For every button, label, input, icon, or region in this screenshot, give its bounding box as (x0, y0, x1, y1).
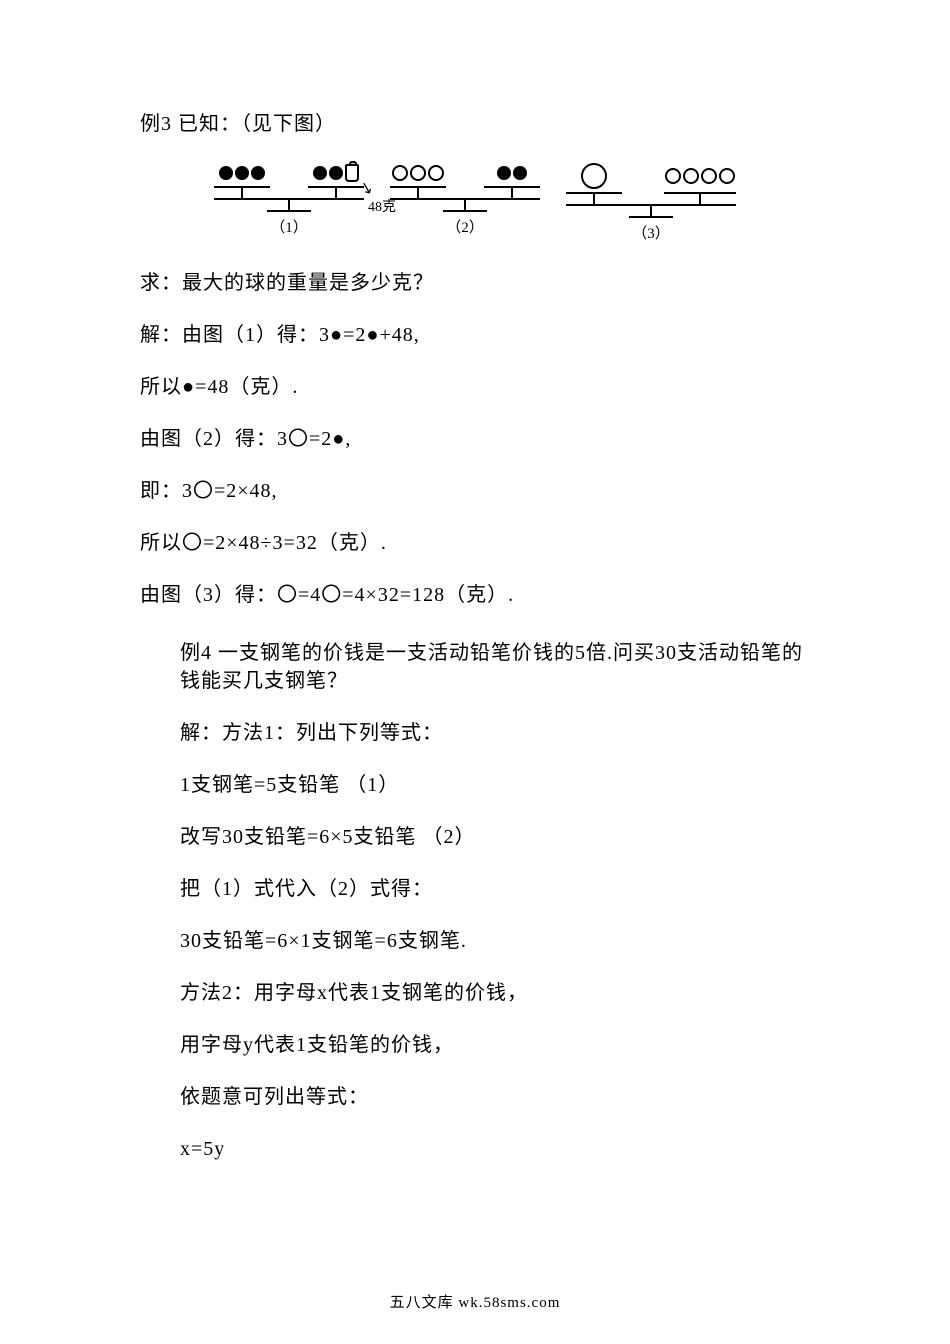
ex4-line-1: 解：方法1：列出下列等式： (140, 719, 810, 747)
ex4-line-2: 1支钢笔=5支铅笔 （1） (140, 771, 810, 799)
balance-3-left-pan (566, 162, 622, 206)
open-ball-icon (665, 168, 681, 184)
ex3-step-5: 所以〇=2×48÷3=32（克）. (140, 529, 810, 557)
open-ball-icon (701, 168, 717, 184)
balance-3-label: （3） (632, 222, 670, 243)
big-open-ball-icon (581, 163, 607, 189)
balance-3: （3） (566, 162, 736, 243)
balance-2-label: （2） (446, 216, 484, 237)
ex3-step-1: 解：由图（1）得：3●=2●+48, (140, 321, 810, 349)
balance-1-label: （1） (270, 216, 308, 237)
balance-1-right-pan (308, 162, 364, 200)
balance-2-left-pan (390, 162, 446, 200)
ex3-step-6: 由图（3）得：〇=4〇=4×32=128（克）. (140, 581, 810, 609)
balance-3-right-pan (664, 162, 736, 206)
solid-ball-icon (235, 166, 249, 180)
open-ball-icon (428, 165, 444, 181)
ex3-heading: 例3 已知：（见下图） (140, 110, 810, 138)
solid-ball-icon (497, 166, 511, 180)
solid-ball-icon (513, 166, 527, 180)
open-ball-icon (410, 165, 426, 181)
ex4-heading: 例4 一支钢笔的价钱是一支活动铅笔价钱的5倍.问买30支活动铅笔的钱能买几支钢笔… (140, 639, 810, 695)
solid-ball-icon (313, 166, 327, 180)
document-page: 例3 已知：（见下图） (0, 0, 950, 1344)
solid-ball-icon (219, 166, 233, 180)
ex3-step-2: 所以●=48（克）. (140, 373, 810, 401)
ex4-line-3: 改写30支铅笔=6×5支铅笔 （2） (140, 823, 810, 851)
solid-ball-icon (329, 166, 343, 180)
footer-text: 五八文库 wk.58sms.com (0, 1291, 950, 1312)
open-ball-icon (719, 168, 735, 184)
ex4-line-9: x=5y (140, 1135, 810, 1163)
balance-2: （2） (390, 162, 540, 237)
balance-1: （1） ↘ 48克 (214, 162, 364, 237)
ex4-line-7: 用字母y代表1支铅笔的价钱， (140, 1031, 810, 1059)
ex3-diagram: （1） ↘ 48克 (140, 162, 810, 243)
balance-1-left-pan (214, 162, 270, 200)
ex3-step-3: 由图（2）得：3〇=2●, (140, 425, 810, 453)
ex4-line-5: 30支铅笔=6×1支钢笔=6支钢笔. (140, 927, 810, 955)
solid-ball-icon (251, 166, 265, 180)
diagram-group: （1） ↘ 48克 (214, 162, 736, 243)
open-ball-icon (683, 168, 699, 184)
open-ball-icon (392, 165, 408, 181)
ex3-step-4: 即：3〇=2×48, (140, 477, 810, 505)
ex4-line-4: 把（1）式代入（2）式得： (140, 875, 810, 903)
weight-icon (345, 164, 359, 182)
ex4-line-8: 依题意可列出等式： (140, 1083, 810, 1111)
ex4-line-6: 方法2：用字母x代表1支钢笔的价钱， (140, 979, 810, 1007)
balance-2-right-pan (484, 162, 540, 200)
ex3-question: 求：最大的球的重量是多少克？ (140, 269, 810, 297)
